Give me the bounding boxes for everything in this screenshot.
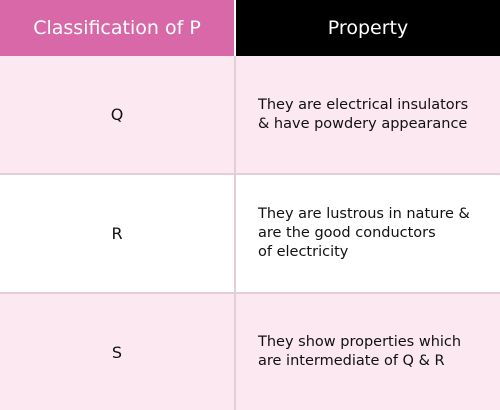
classification-cell: R — [111, 224, 123, 243]
table-row: S They show properties which are interme… — [0, 294, 500, 410]
column-divider — [234, 56, 236, 410]
classification-cell: S — [111, 342, 123, 362]
row-divider — [0, 173, 500, 175]
header-classification: Classification of P — [0, 0, 234, 56]
header-divider — [234, 0, 236, 56]
header-property: Property — [236, 0, 500, 56]
classification-cell: Q — [110, 105, 124, 124]
row-divider — [0, 292, 500, 294]
property-cell: They are electrical insulators & have po… — [258, 96, 469, 132]
table-row: R They are lustrous in nature & are the … — [0, 175, 500, 292]
property-cell: They show properties which are intermedi… — [258, 334, 462, 369]
property-cell: They are lustrous in nature & are the go… — [258, 206, 470, 260]
table-row: Q They are electrical insulators & have … — [0, 56, 500, 173]
